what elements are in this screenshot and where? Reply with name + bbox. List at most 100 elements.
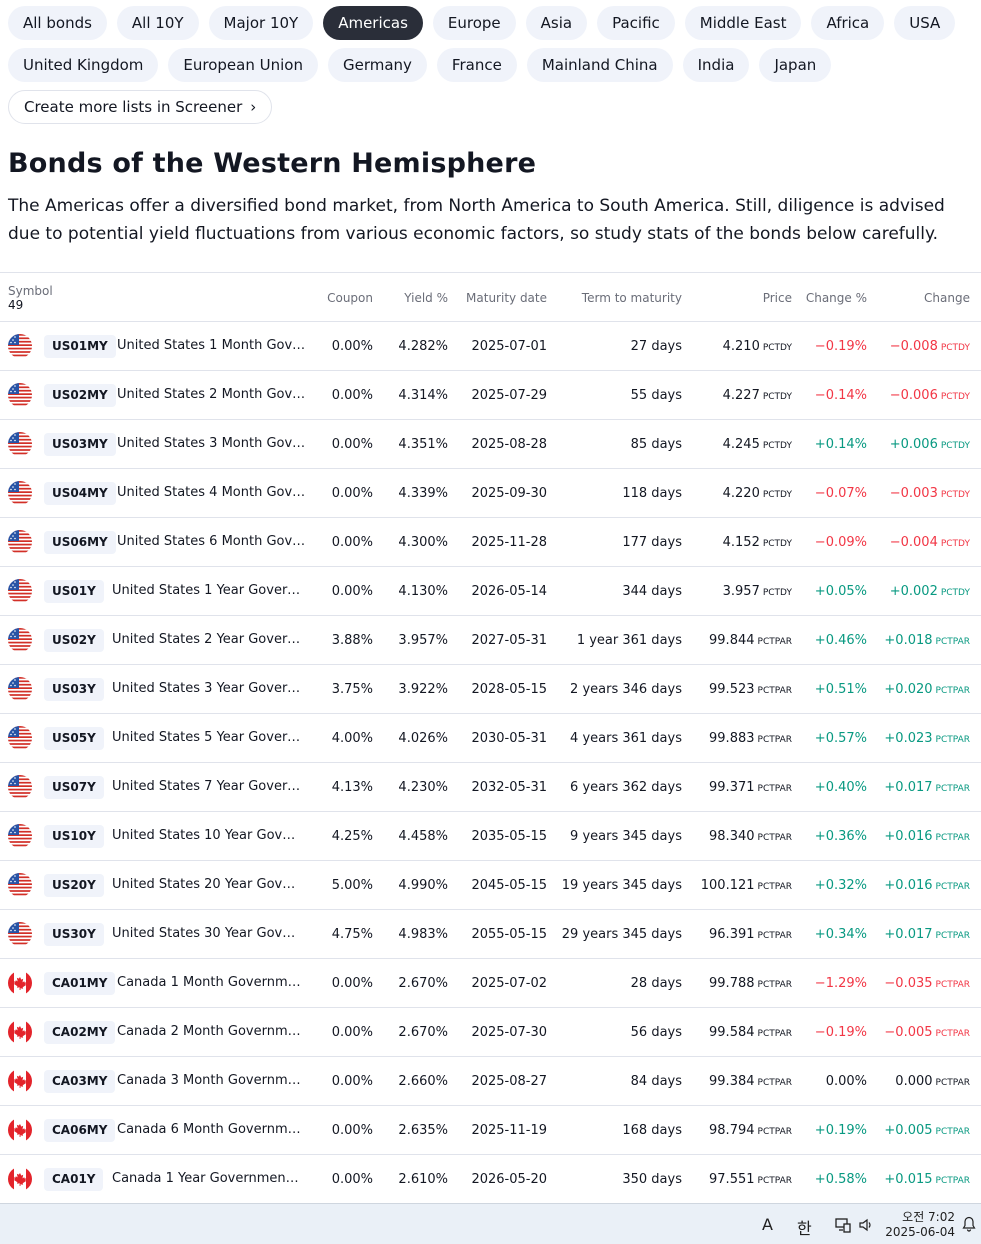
ticker-badge[interactable]: CA02MY xyxy=(44,1021,116,1044)
ticker-badge[interactable]: US04MY xyxy=(44,482,116,505)
chip-united-kingdom[interactable]: United Kingdom xyxy=(8,48,159,82)
term-header[interactable]: Term to maturity xyxy=(581,291,682,305)
change-unit: PCTDY xyxy=(940,392,970,402)
create-lists-screener-button[interactable]: Create more lists in Screener › xyxy=(8,90,273,124)
bond-name[interactable]: Canada 1 Year Government Bills xyxy=(112,1171,302,1186)
bond-name[interactable]: United States 2 Year Government Notes xyxy=(112,632,302,647)
bond-name[interactable]: United States 1 Month Government Bills xyxy=(117,338,307,353)
bond-name[interactable]: Canada 2 Month Government Bills xyxy=(117,1024,307,1039)
ticker-badge[interactable]: US06MY xyxy=(44,531,116,554)
yield-cell: 4.990% xyxy=(398,878,448,893)
bond-name[interactable]: United States 3 Year Government Notes xyxy=(112,681,302,696)
chip-pacific[interactable]: Pacific xyxy=(597,6,675,40)
table-row[interactable]: US05Y United States 5 Year Government Not… xyxy=(0,714,981,763)
ticker-badge[interactable]: CA06MY xyxy=(44,1119,116,1142)
maturity-cell: 2026-05-14 xyxy=(471,584,547,599)
bell-icon[interactable] xyxy=(962,1216,976,1236)
ticker-badge[interactable]: US01MY xyxy=(44,335,116,358)
price-unit: PCTDY xyxy=(762,343,792,353)
bond-name[interactable]: United States 2 Month Government Bills xyxy=(117,387,307,402)
bond-name[interactable]: United States 10 Year Government Notes xyxy=(112,828,302,843)
table-row[interactable]: US07Y United States 7 Year Government Not… xyxy=(0,763,981,812)
speaker-icon[interactable] xyxy=(858,1217,874,1237)
chip-usa[interactable]: USA xyxy=(894,6,956,40)
chip-middle-east[interactable]: Middle East xyxy=(684,6,802,40)
price-cell: 99.384 PCTPAR xyxy=(709,1074,792,1089)
ticker-badge[interactable]: US03MY xyxy=(44,433,116,456)
chip-mainland-china[interactable]: Mainland China xyxy=(526,48,673,82)
ticker-badge[interactable]: US30Y xyxy=(44,923,104,946)
yield-cell: 4.983% xyxy=(398,927,448,942)
chip-germany[interactable]: Germany xyxy=(327,48,427,82)
coupon-cell: 5.00% xyxy=(331,878,373,893)
ticker-badge[interactable]: CA03MY xyxy=(44,1070,116,1093)
bond-name[interactable]: United States 6 Month Government Bills xyxy=(117,534,307,549)
network-icon[interactable] xyxy=(835,1217,851,1237)
change-unit: PCTPAR xyxy=(935,1176,970,1186)
ticker-badge[interactable]: US05Y xyxy=(44,727,104,750)
ticker-badge[interactable]: US01Y xyxy=(44,580,104,603)
bond-name[interactable]: United States 1 Year Government Bills xyxy=(112,583,302,598)
bond-name[interactable]: Canada 6 Month Government Bills xyxy=(117,1122,307,1137)
chip-africa[interactable]: Africa xyxy=(811,6,885,40)
change-pct-cell: +0.51% xyxy=(814,682,867,697)
chip-asia[interactable]: Asia xyxy=(525,6,588,40)
ticker-badge[interactable]: US02MY xyxy=(44,384,116,407)
ticker-badge[interactable]: CA01MY xyxy=(44,972,116,995)
ticker-badge[interactable]: CA01Y xyxy=(44,1168,104,1191)
chip-americas[interactable]: Americas xyxy=(323,6,423,40)
maturity-header[interactable]: Maturity date xyxy=(466,291,547,305)
taskbar-clock[interactable]: 오전 7:02 2025-06-04 xyxy=(885,1210,955,1240)
bond-name[interactable]: United States 3 Month Government Bills xyxy=(117,436,307,451)
term-cell: 168 days xyxy=(622,1123,682,1138)
chip-all-10y[interactable]: All 10Y xyxy=(116,6,199,40)
chip-europe[interactable]: Europe xyxy=(432,6,516,40)
price-value: 100.121 xyxy=(700,878,755,893)
bond-name[interactable]: Canada 1 Month Government Bills xyxy=(117,975,307,990)
bond-name[interactable]: United States 5 Year Government Notes xyxy=(112,730,302,745)
chip-japan[interactable]: Japan xyxy=(759,48,832,82)
bond-name[interactable]: United States 30 Year Government Bonds xyxy=(112,926,302,941)
ticker-badge[interactable]: US02Y xyxy=(44,629,104,652)
change-pct-cell: −0.19% xyxy=(814,339,867,354)
ticker-badge[interactable]: US20Y xyxy=(44,874,104,897)
ticker-badge[interactable]: US03Y xyxy=(44,678,104,701)
bond-name[interactable]: Canada 3 Month Government Bills xyxy=(117,1073,307,1088)
chip-france[interactable]: France xyxy=(436,48,517,82)
ime-alpha-indicator[interactable]: A xyxy=(762,1215,773,1234)
chip-all-bonds[interactable]: All bonds xyxy=(8,6,107,40)
table-row[interactable]: CA01Y Canada 1 Year Government Bills 0.00%… xyxy=(0,1155,981,1204)
table-row[interactable]: US01Y United States 1 Year Government Bil… xyxy=(0,567,981,616)
ticker-badge[interactable]: US10Y xyxy=(44,825,104,848)
yield-header[interactable]: Yield % xyxy=(404,291,448,305)
chip-india[interactable]: India xyxy=(682,48,750,82)
change-header[interactable]: Change xyxy=(924,291,970,305)
coupon-header[interactable]: Coupon xyxy=(327,291,373,305)
table-row[interactable]: US10Y United States 10 Year Government No… xyxy=(0,812,981,861)
bond-name[interactable]: United States 20 Year Government Bonds xyxy=(112,877,302,892)
term-cell: 1 year 361 days xyxy=(576,633,682,648)
table-row[interactable]: US20Y United States 20 Year Government Bo… xyxy=(0,861,981,910)
bond-name[interactable]: United States 4 Month Government Bills xyxy=(117,485,307,500)
price-header[interactable]: Price xyxy=(762,291,792,305)
table-row[interactable]: US30Y United States 30 Year Government Bo… xyxy=(0,910,981,959)
bond-name[interactable]: United States 7 Year Government Notes xyxy=(112,779,302,794)
chip-european-union[interactable]: European Union xyxy=(168,48,318,82)
symbol-header[interactable]: Symbol 49 xyxy=(8,284,53,312)
ime-hangul-indicator[interactable]: 한 xyxy=(797,1219,812,1238)
table-row[interactable]: US03Y United States 3 Year Government Not… xyxy=(0,665,981,714)
change-pct-header[interactable]: Change % xyxy=(805,291,867,305)
ticker-badge[interactable]: US07Y xyxy=(44,776,104,799)
table-row[interactable]: US02Y United States 2 Year Government Not… xyxy=(0,616,981,665)
chip-major-10y[interactable]: Major 10Y xyxy=(208,6,314,40)
price-value: 98.794 xyxy=(709,1123,755,1138)
